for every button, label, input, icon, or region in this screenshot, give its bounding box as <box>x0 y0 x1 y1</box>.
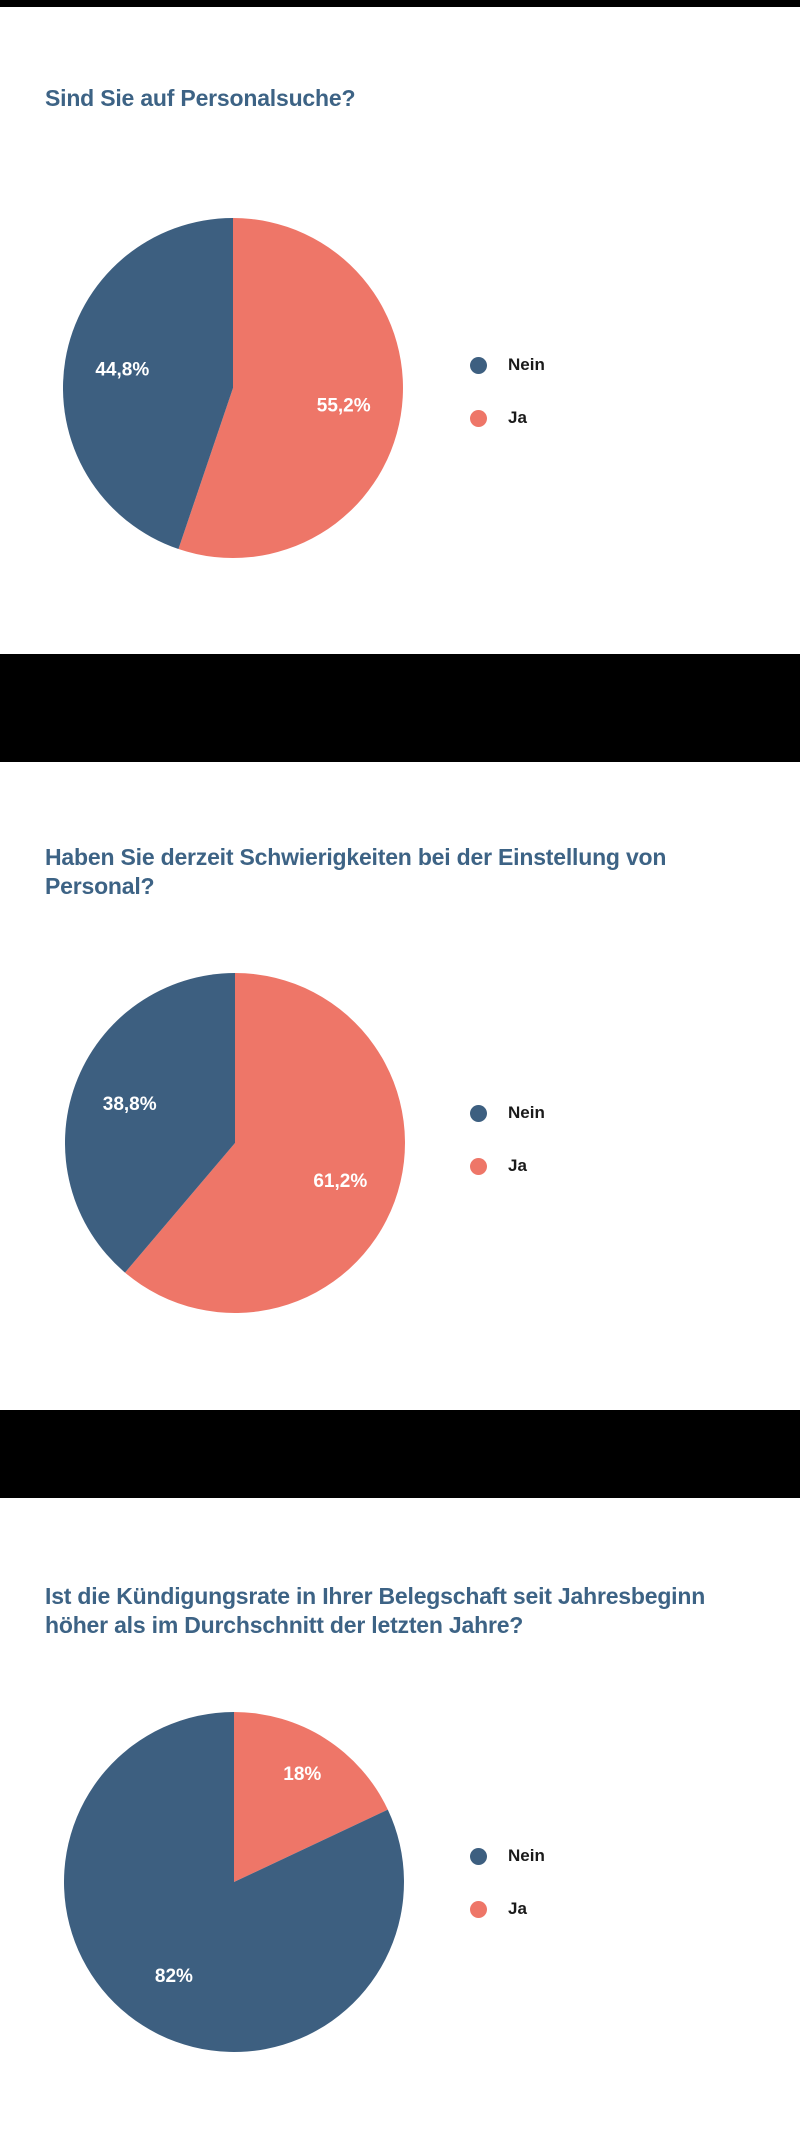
legend-swatch-ja <box>470 1157 487 1175</box>
legend-label: Ja <box>508 408 527 427</box>
legend-swatch-ja <box>470 1900 487 1918</box>
legend-label: Nein <box>508 1846 545 1865</box>
legend-swatch-nein <box>470 1847 487 1865</box>
pie-slice-label: 38,8% <box>103 1094 157 1115</box>
pie-chart-1: 55,2% 44,8% <box>63 218 403 558</box>
legend-swatch-ja <box>470 409 487 427</box>
section-separator-1 <box>0 654 800 762</box>
legend-item-ja: Ja <box>470 1156 545 1176</box>
section-separator-2 <box>0 1410 800 1498</box>
legend-item-nein: Nein <box>470 1103 545 1123</box>
pie-chart-2: 61,2% 38,8% <box>65 973 405 1313</box>
pie-slice-label: 55,2% <box>317 396 371 417</box>
pie-slice-nein <box>65 973 235 1273</box>
legend-item-ja: Ja <box>470 1899 545 1919</box>
pie-slice-label: 61,2% <box>313 1171 367 1192</box>
pie-slice-ja <box>178 218 403 558</box>
chart-legend-3: Nein Ja <box>470 1846 545 1919</box>
pie-slice-ja <box>234 1712 388 1882</box>
pie-slice-nein <box>64 1712 404 2052</box>
chart-title-3: Ist die Kündigungsrate in Ihrer Belegsch… <box>45 1583 706 1638</box>
legend-label: Nein <box>508 355 545 374</box>
pie-slice-nein <box>63 218 233 550</box>
legend-item-ja: Ja <box>470 408 545 428</box>
chart-title-1: Sind Sie auf Personalsuche? <box>45 85 356 111</box>
top-black-bar <box>0 0 800 7</box>
pie-slice-ja <box>125 973 405 1313</box>
legend-swatch-nein <box>470 356 487 374</box>
pie-slice-label: 44,8% <box>95 359 149 380</box>
chart-title-2: Haben Sie derzeit Schwierigkeiten bei de… <box>45 844 667 899</box>
legend-label: Nein <box>508 1103 545 1122</box>
legend-item-nein: Nein <box>470 355 545 375</box>
pie-chart-3: 18% 82% <box>64 1712 404 2052</box>
chart-legend-2: Nein Ja <box>470 1103 545 1176</box>
legend-item-nein: Nein <box>470 1846 545 1866</box>
chart-legend-1: Nein Ja <box>470 355 545 428</box>
legend-label: Ja <box>508 1156 527 1175</box>
legend-swatch-nein <box>470 1104 487 1122</box>
pie-slice-label: 82% <box>155 1966 193 1987</box>
legend-label: Ja <box>508 1899 527 1918</box>
pie-slice-label: 18% <box>283 1764 321 1785</box>
